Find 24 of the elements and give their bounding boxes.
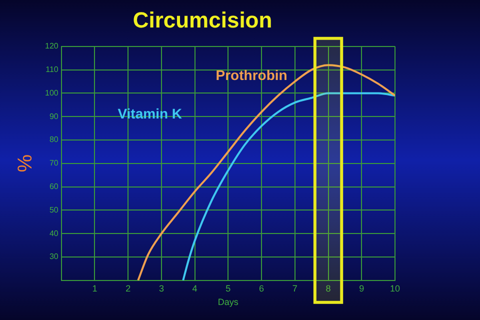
y-tick-label: 120 xyxy=(44,42,59,51)
x-tick-label: 2 xyxy=(126,283,131,294)
y-tick-label: 90 xyxy=(49,112,59,121)
y-tick-label: 40 xyxy=(49,228,59,238)
y-tick-label: 70 xyxy=(49,158,59,168)
x-tick-label: 4 xyxy=(192,283,198,294)
x-tick-label: 8 xyxy=(326,283,331,294)
chart-title: Circumcision xyxy=(132,7,272,32)
x-tick-label: 1 xyxy=(92,283,98,294)
y-tick-label: 30 xyxy=(49,252,59,262)
x-tick-label: 6 xyxy=(259,283,264,294)
y-tick-label: 110 xyxy=(46,65,59,74)
y-tick-label: 50 xyxy=(49,205,59,214)
x-tick-label: 9 xyxy=(359,283,364,294)
y-axis-title: % xyxy=(14,154,37,172)
x-tick-label: 5 xyxy=(226,283,231,294)
line-series xyxy=(182,92,395,280)
x-tick-label: 10 xyxy=(390,283,400,294)
y-tick-label: 80 xyxy=(49,135,59,144)
x-axis-title: Days xyxy=(218,297,239,308)
x-tick-label: 7 xyxy=(292,283,298,294)
x-tick-label: 3 xyxy=(158,283,164,294)
y-tick-label: 100 xyxy=(44,88,59,98)
y-tick-label: 60 xyxy=(49,182,59,192)
